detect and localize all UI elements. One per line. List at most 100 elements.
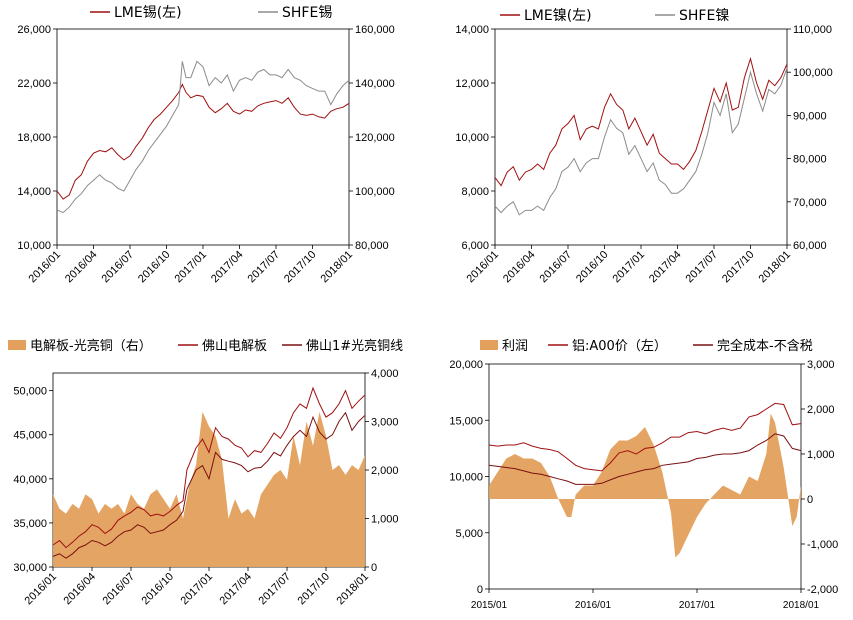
y-left-tick-label: 0: [477, 584, 483, 596]
y-left-tick-label: 10,000: [17, 240, 51, 252]
y-left-tick-label: 6,000: [461, 240, 489, 252]
legend-label: 佛山电解板: [202, 339, 267, 354]
chart-4: 0 5,000 10,000 15,000 20,000 -2,000 -1,000 0 1,0…: [449, 338, 838, 611]
y-left-tick-label: 35,000: [13, 518, 47, 530]
x-tick-label: 2017/10: [282, 249, 319, 286]
x-tick-label: 2017/01: [611, 249, 648, 286]
x-tick-label: 2017/01: [679, 600, 716, 611]
y-right-tick-label: 110,000: [793, 24, 832, 36]
y-right-tick-label: 80,000: [355, 240, 389, 252]
y-right-tick-label: 160,000: [355, 24, 395, 36]
x-tick-label: 2016/01: [27, 249, 64, 286]
legend-label: 电解板-光亮铜（右）: [30, 338, 152, 354]
y-right-tick-label: -1,000: [807, 539, 838, 551]
y-right-tick-label: 120,000: [355, 132, 395, 144]
legend-label: SHFE锡: [282, 5, 332, 21]
y-left-tick-label: 10,000: [455, 132, 489, 144]
y-left-tick-label: 14,000: [455, 24, 489, 36]
legend-label: LME镍(左): [524, 8, 592, 24]
x-tick-label: 2017/01: [179, 571, 216, 608]
legend-label: SHFE镍: [679, 8, 729, 24]
x-tick-label: 2015/01: [471, 600, 508, 611]
x-tick-label: 2016/01: [465, 249, 502, 286]
y-right-tick-label: 100,000: [793, 67, 833, 79]
x-tick-label: 2016/10: [574, 249, 611, 286]
y-left-tick-label: 30,000: [13, 562, 47, 574]
chart-2: 6,000 8,000 10,000 12,000 14,000 60,000 70,000…: [455, 8, 832, 285]
y-left-tick-label: 18,000: [17, 132, 51, 144]
y-right-tick-label: 2,000: [807, 404, 835, 416]
legend-label: 利润: [502, 339, 528, 354]
x-tick-label: 2016/04: [62, 571, 99, 608]
y-left-tick-label: 15,000: [449, 415, 483, 427]
y-left-tick-label: 5,000: [455, 528, 483, 540]
y-left-tick-label: 45,000: [13, 430, 47, 442]
y-left-tick-label: 10,000: [449, 472, 483, 484]
y-right-tick-label: 60,000: [793, 240, 827, 252]
legend-swatch: [8, 340, 26, 350]
x-tick-label: 2017/07: [246, 249, 283, 286]
y-left-tick-label: 8,000: [461, 186, 489, 198]
y-left-tick-label: 12,000: [455, 78, 489, 90]
series-line-1: [56, 83, 350, 200]
y-right-tick-label: -2,000: [807, 584, 838, 596]
x-tick-label: 2016/01: [23, 571, 60, 608]
series-area-1: [53, 411, 365, 567]
legend-label: 铝:A00价（左）: [572, 339, 667, 354]
series-line-3: [52, 411, 366, 559]
x-tick-label: 2018/01: [757, 249, 794, 286]
y-right-tick-label: 70,000: [793, 197, 827, 209]
y-right-tick-label: 80,000: [793, 154, 827, 166]
legend-swatch: [480, 340, 498, 350]
x-tick-label: 2017/07: [684, 249, 721, 286]
x-tick-label: 2016/10: [136, 249, 173, 286]
chart-1: 10,000 14,000 18,000 22,000 26,000 80,000 100,…: [17, 5, 394, 285]
x-tick-label: 2017/10: [720, 249, 757, 286]
y-right-tick-label: 3,000: [371, 417, 399, 429]
y-right-tick-label: 1,000: [807, 449, 835, 461]
plot-frame: [56, 28, 350, 246]
x-tick-label: 2016/04: [63, 249, 100, 286]
x-tick-label: 2018/01: [319, 249, 356, 286]
legend-label: LME锡(左): [114, 5, 182, 21]
y-right-tick-label: 140,000: [355, 78, 395, 90]
x-tick-label: 2018/01: [783, 600, 820, 611]
legend-label: 佛山1#光亮铜线: [306, 338, 403, 354]
y-left-tick-label: 14,000: [17, 186, 51, 198]
x-tick-label: 2017/04: [647, 249, 684, 286]
series-area-1: [489, 413, 801, 558]
series-line-2: [494, 67, 788, 216]
plot-frame: [494, 28, 788, 246]
x-tick-label: 2017/07: [257, 571, 294, 608]
y-right-tick-label: 2,000: [371, 465, 399, 477]
x-tick-label: 2016/10: [140, 571, 177, 608]
x-tick-label: 2018/01: [335, 571, 372, 608]
y-right-tick-label: 90,000: [793, 110, 827, 122]
series-line-2: [56, 60, 350, 214]
x-tick-label: 2016/07: [538, 249, 575, 286]
series-line-3: [488, 433, 802, 485]
x-tick-label: 2016/04: [501, 249, 538, 286]
legend-label: 完全成本-不含税: [717, 338, 813, 354]
y-left-tick-label: 20,000: [449, 359, 483, 371]
x-tick-label: 2017/10: [296, 571, 333, 608]
x-tick-label: 2017/01: [173, 249, 210, 286]
x-tick-label: 2017/04: [218, 571, 255, 608]
x-tick-label: 2016/07: [101, 571, 138, 608]
y-right-tick-label: 100,000: [355, 186, 395, 198]
y-left-tick-label: 40,000: [13, 474, 47, 486]
y-right-tick-label: 1,000: [371, 514, 399, 526]
x-tick-label: 2016/01: [575, 600, 612, 611]
y-right-tick-label: 0: [371, 562, 377, 574]
series-line-2: [52, 386, 366, 549]
y-right-tick-label: 0: [807, 494, 813, 506]
y-left-tick-label: 50,000: [13, 386, 47, 398]
x-tick-label: 2016/07: [100, 249, 137, 286]
series-line-2: [488, 402, 802, 472]
y-left-tick-label: 26,000: [17, 24, 51, 36]
x-tick-label: 2017/04: [209, 249, 246, 286]
series-line-1: [494, 56, 788, 187]
y-right-tick-label: 3,000: [807, 359, 835, 371]
y-left-tick-label: 22,000: [17, 78, 51, 90]
